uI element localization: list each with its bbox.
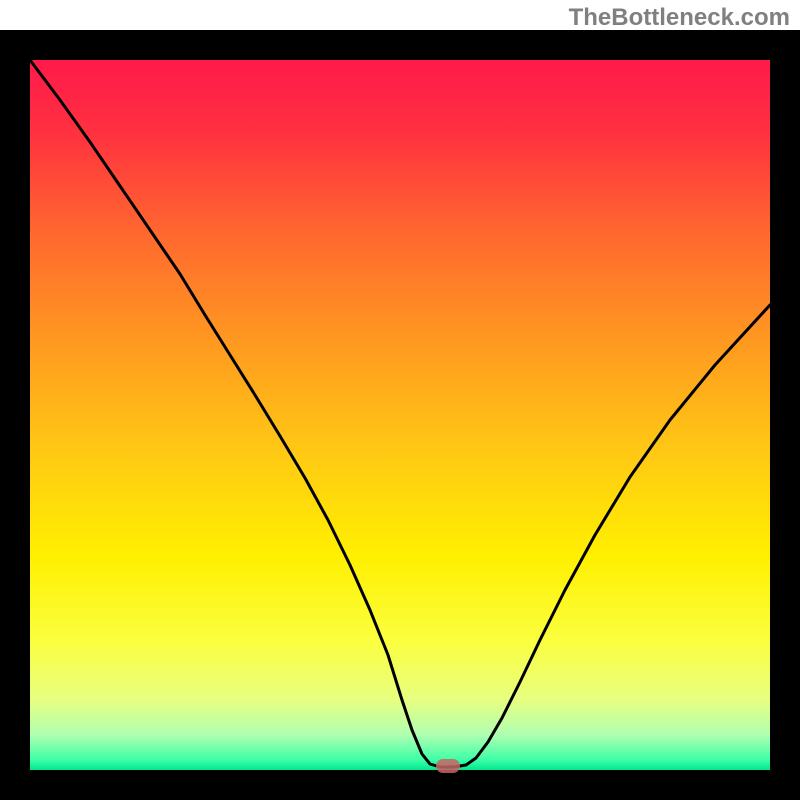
bottleneck-curve (30, 60, 770, 770)
bottleneck-marker (436, 759, 460, 773)
watermark-text: TheBottleneck.com (569, 4, 790, 32)
plot-area (30, 60, 770, 770)
